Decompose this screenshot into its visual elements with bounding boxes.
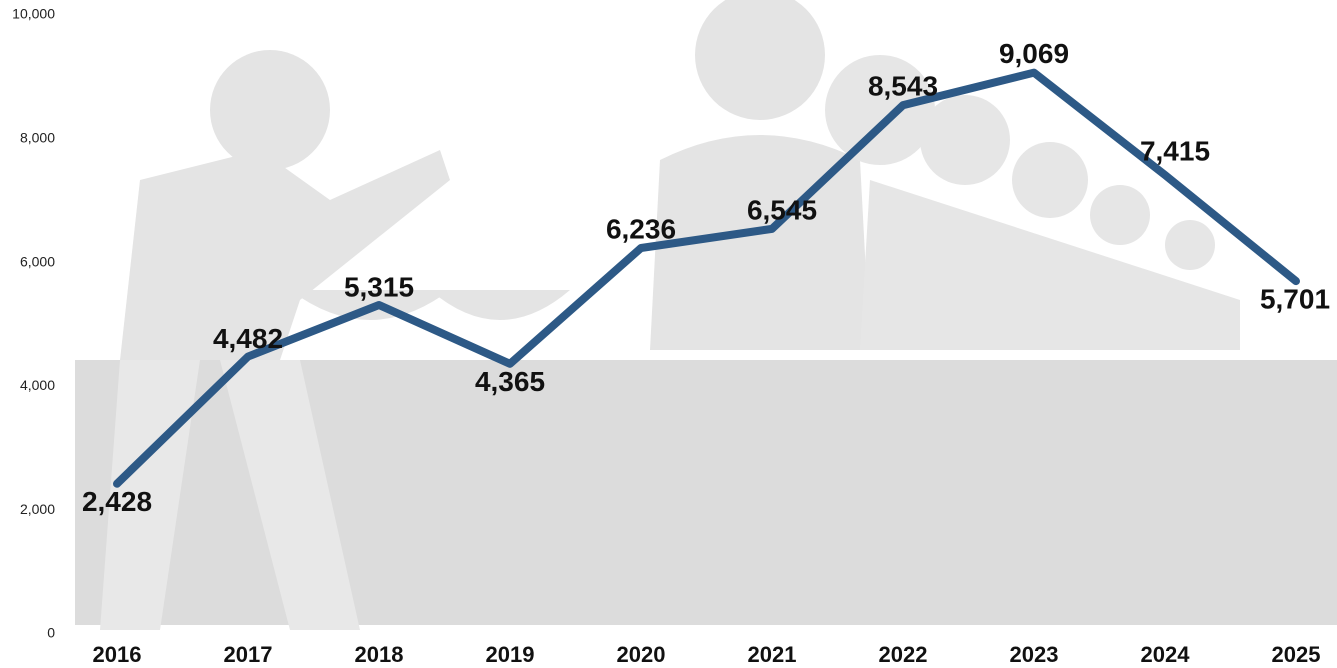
data-label: 7,415 — [1140, 135, 1210, 166]
y-tick-label: 6,000 — [20, 253, 55, 269]
x-tick-label: 2025 — [1272, 642, 1321, 667]
x-tick-label: 2017 — [224, 642, 273, 667]
person-head — [695, 0, 825, 120]
data-label: 6,236 — [606, 213, 676, 244]
x-tick-label: 2016 — [93, 642, 142, 667]
background-illustration — [75, 0, 1337, 630]
x-tick-label: 2022 — [879, 642, 928, 667]
x-tick-label: 2019 — [486, 642, 535, 667]
x-tick-label: 2021 — [748, 642, 797, 667]
person-head — [920, 95, 1010, 185]
x-tick-label: 2023 — [1010, 642, 1059, 667]
data-label: 8,543 — [868, 71, 938, 102]
x-tick-label: 2020 — [617, 642, 666, 667]
y-tick-label: 2,000 — [20, 501, 55, 517]
queue-bodies — [860, 180, 1240, 350]
data-label: 6,545 — [747, 194, 817, 225]
x-tick-label: 2018 — [355, 642, 404, 667]
y-tick-label: 8,000 — [20, 130, 55, 146]
data-label: 5,315 — [344, 271, 414, 302]
y-tick-label: 4,000 — [20, 377, 55, 393]
silhouette-head — [210, 50, 330, 170]
bowls — [290, 290, 570, 320]
data-label: 9,069 — [999, 38, 1069, 69]
y-tick-label: 0 — [47, 625, 55, 641]
person-head — [1012, 142, 1088, 218]
person-head — [825, 55, 935, 165]
y-tick-label: 10,000 — [12, 6, 55, 22]
silhouette-legs — [100, 360, 360, 630]
person-head — [1165, 220, 1215, 270]
person-head — [1090, 185, 1150, 245]
data-label: 4,482 — [213, 323, 283, 354]
data-label: 4,365 — [475, 366, 545, 397]
x-tick-label: 2024 — [1141, 642, 1191, 667]
data-label: 2,428 — [82, 486, 152, 517]
data-label: 5,701 — [1260, 283, 1330, 314]
line — [113, 68, 1300, 488]
silhouette-body — [120, 150, 450, 360]
